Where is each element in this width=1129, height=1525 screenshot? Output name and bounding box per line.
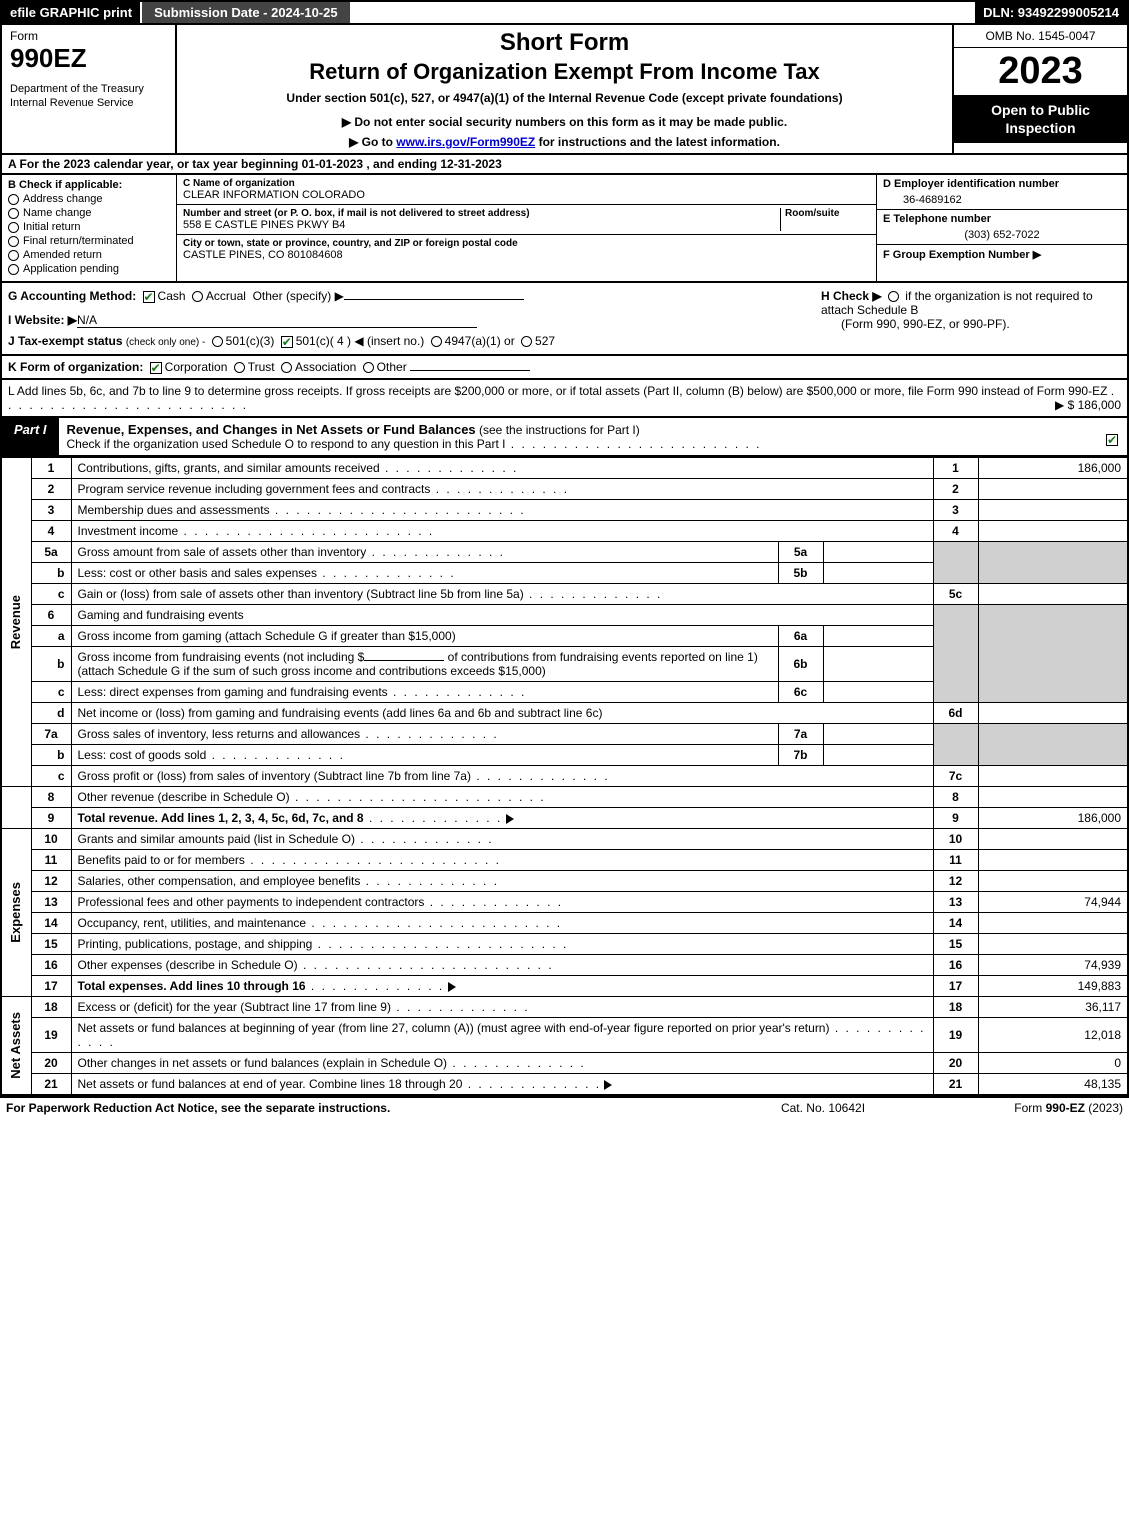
footer: For Paperwork Reduction Act Notice, see … [0, 1096, 1129, 1118]
part1-tag: Part I [2, 418, 59, 455]
chk-cash[interactable] [143, 291, 155, 303]
ein: 36-4689162 [883, 190, 1121, 206]
submission-date: Submission Date - 2024-10-25 [140, 2, 350, 23]
sidebar-expenses: Expenses [8, 882, 23, 943]
tax-exempt-label: J Tax-exempt status [8, 334, 123, 348]
amt-9: 186,000 [978, 808, 1128, 829]
group-exemption-label: F Group Exemption Number ▶ [883, 248, 1121, 261]
amt-20: 0 [978, 1053, 1128, 1074]
website-value: N/A [77, 313, 477, 328]
part1-table: Revenue 1 Contributions, gifts, grants, … [0, 457, 1129, 1096]
amt-1: 186,000 [978, 458, 1128, 479]
return-title: Return of Organization Exempt From Incom… [189, 59, 940, 85]
room-label: Room/suite [785, 208, 870, 219]
street: 558 E CASTLE PINES PKWY B4 [183, 219, 780, 231]
chk-527[interactable] [521, 336, 532, 347]
col-c: C Name of organization CLEAR INFORMATION… [177, 175, 877, 281]
dept-treasury: Department of the Treasury Internal Reve… [10, 82, 167, 111]
part1-title: Revenue, Expenses, and Changes in Net As… [67, 422, 476, 437]
col-b-label: B Check if applicable: [8, 179, 170, 191]
chk-501c[interactable] [281, 336, 293, 348]
arrow-icon [604, 1080, 612, 1090]
ssn-note: ▶ Do not enter social security numbers o… [189, 115, 940, 129]
arrow-icon [506, 814, 514, 824]
row-g: G Accounting Method: Cash Accrual Other … [0, 283, 1129, 356]
form-number: 990EZ [10, 43, 167, 74]
sidebar-netassets: Net Assets [8, 1012, 23, 1079]
short-form-title: Short Form [189, 29, 940, 57]
chk-h[interactable] [888, 291, 899, 302]
chk-initial-return[interactable] [8, 222, 19, 233]
goto-note: ▶ Go to www.irs.gov/Form990EZ for instru… [189, 135, 940, 149]
arrow-icon [448, 982, 456, 992]
chk-assoc[interactable] [281, 362, 292, 373]
chk-501c3[interactable] [212, 336, 223, 347]
ein-label: D Employer identification number [883, 178, 1121, 190]
website-label: I Website: ▶ [8, 313, 77, 327]
efile-print[interactable]: efile GRAPHIC print [2, 2, 140, 23]
h-sub: (Form 990, 990-EZ, or 990-PF). [821, 317, 1121, 331]
phone: (303) 652-7022 [883, 225, 1121, 241]
paperwork-notice: For Paperwork Reduction Act Notice, see … [6, 1101, 723, 1115]
amt-18: 36,117 [978, 997, 1128, 1018]
topbar: efile GRAPHIC print Submission Date - 20… [0, 0, 1129, 23]
chk-name-change[interactable] [8, 208, 19, 219]
chk-application-pending[interactable] [8, 264, 19, 275]
part1-header: Part I Revenue, Expenses, and Changes in… [0, 418, 1129, 457]
h-label: H Check ▶ [821, 289, 882, 303]
chk-final-return[interactable] [8, 236, 19, 247]
phone-label: E Telephone number [883, 213, 1121, 225]
irs-link[interactable]: www.irs.gov/Form990EZ [396, 135, 535, 149]
amt-16: 74,939 [978, 955, 1128, 976]
row-k: K Form of organization: Corporation Trus… [0, 356, 1129, 380]
subtitle: Under section 501(c), 527, or 4947(a)(1)… [189, 91, 940, 105]
col-de: D Employer identification number 36-4689… [877, 175, 1127, 281]
form-ref: Form 990-EZ (2023) [923, 1101, 1123, 1115]
amt-17: 149,883 [978, 976, 1128, 997]
cat-no: Cat. No. 10642I [723, 1101, 923, 1115]
info-grid: B Check if applicable: Address change Na… [0, 175, 1129, 283]
form-header: Form 990EZ Department of the Treasury In… [0, 23, 1129, 155]
chk-accrual[interactable] [192, 291, 203, 302]
city-label: City or town, state or province, country… [183, 238, 870, 249]
form-label: Form [10, 29, 167, 43]
amt-13: 74,944 [978, 892, 1128, 913]
tax-year: 2023 [954, 48, 1127, 95]
accounting-label: G Accounting Method: [8, 289, 136, 303]
city: CASTLE PINES, CO 801084608 [183, 249, 870, 261]
street-label: Number and street (or P. O. box, if mail… [183, 208, 780, 219]
sidebar-revenue: Revenue [8, 595, 23, 649]
chk-corp[interactable] [150, 362, 162, 374]
dln: DLN: 93492299005214 [975, 2, 1127, 23]
col-b: B Check if applicable: Address change Na… [2, 175, 177, 281]
chk-4947[interactable] [431, 336, 442, 347]
chk-trust[interactable] [234, 362, 245, 373]
chk-other-org[interactable] [363, 362, 374, 373]
part1-check-text: Check if the organization used Schedule … [67, 437, 506, 451]
omb-number: OMB No. 1545-0047 [954, 25, 1127, 48]
chk-schedule-o[interactable] [1106, 434, 1118, 446]
chk-amended-return[interactable] [8, 250, 19, 261]
amt-21: 48,135 [978, 1074, 1128, 1096]
row-l: L Add lines 5b, 6c, and 7b to line 9 to … [0, 380, 1129, 418]
section-a: A For the 2023 calendar year, or tax yea… [0, 155, 1129, 175]
org-name: CLEAR INFORMATION COLORADO [183, 189, 870, 201]
amt-19: 12,018 [978, 1018, 1128, 1053]
org-name-label: C Name of organization [183, 178, 870, 189]
chk-address-change[interactable] [8, 194, 19, 205]
open-public-badge: Open to Public Inspection [954, 95, 1127, 143]
